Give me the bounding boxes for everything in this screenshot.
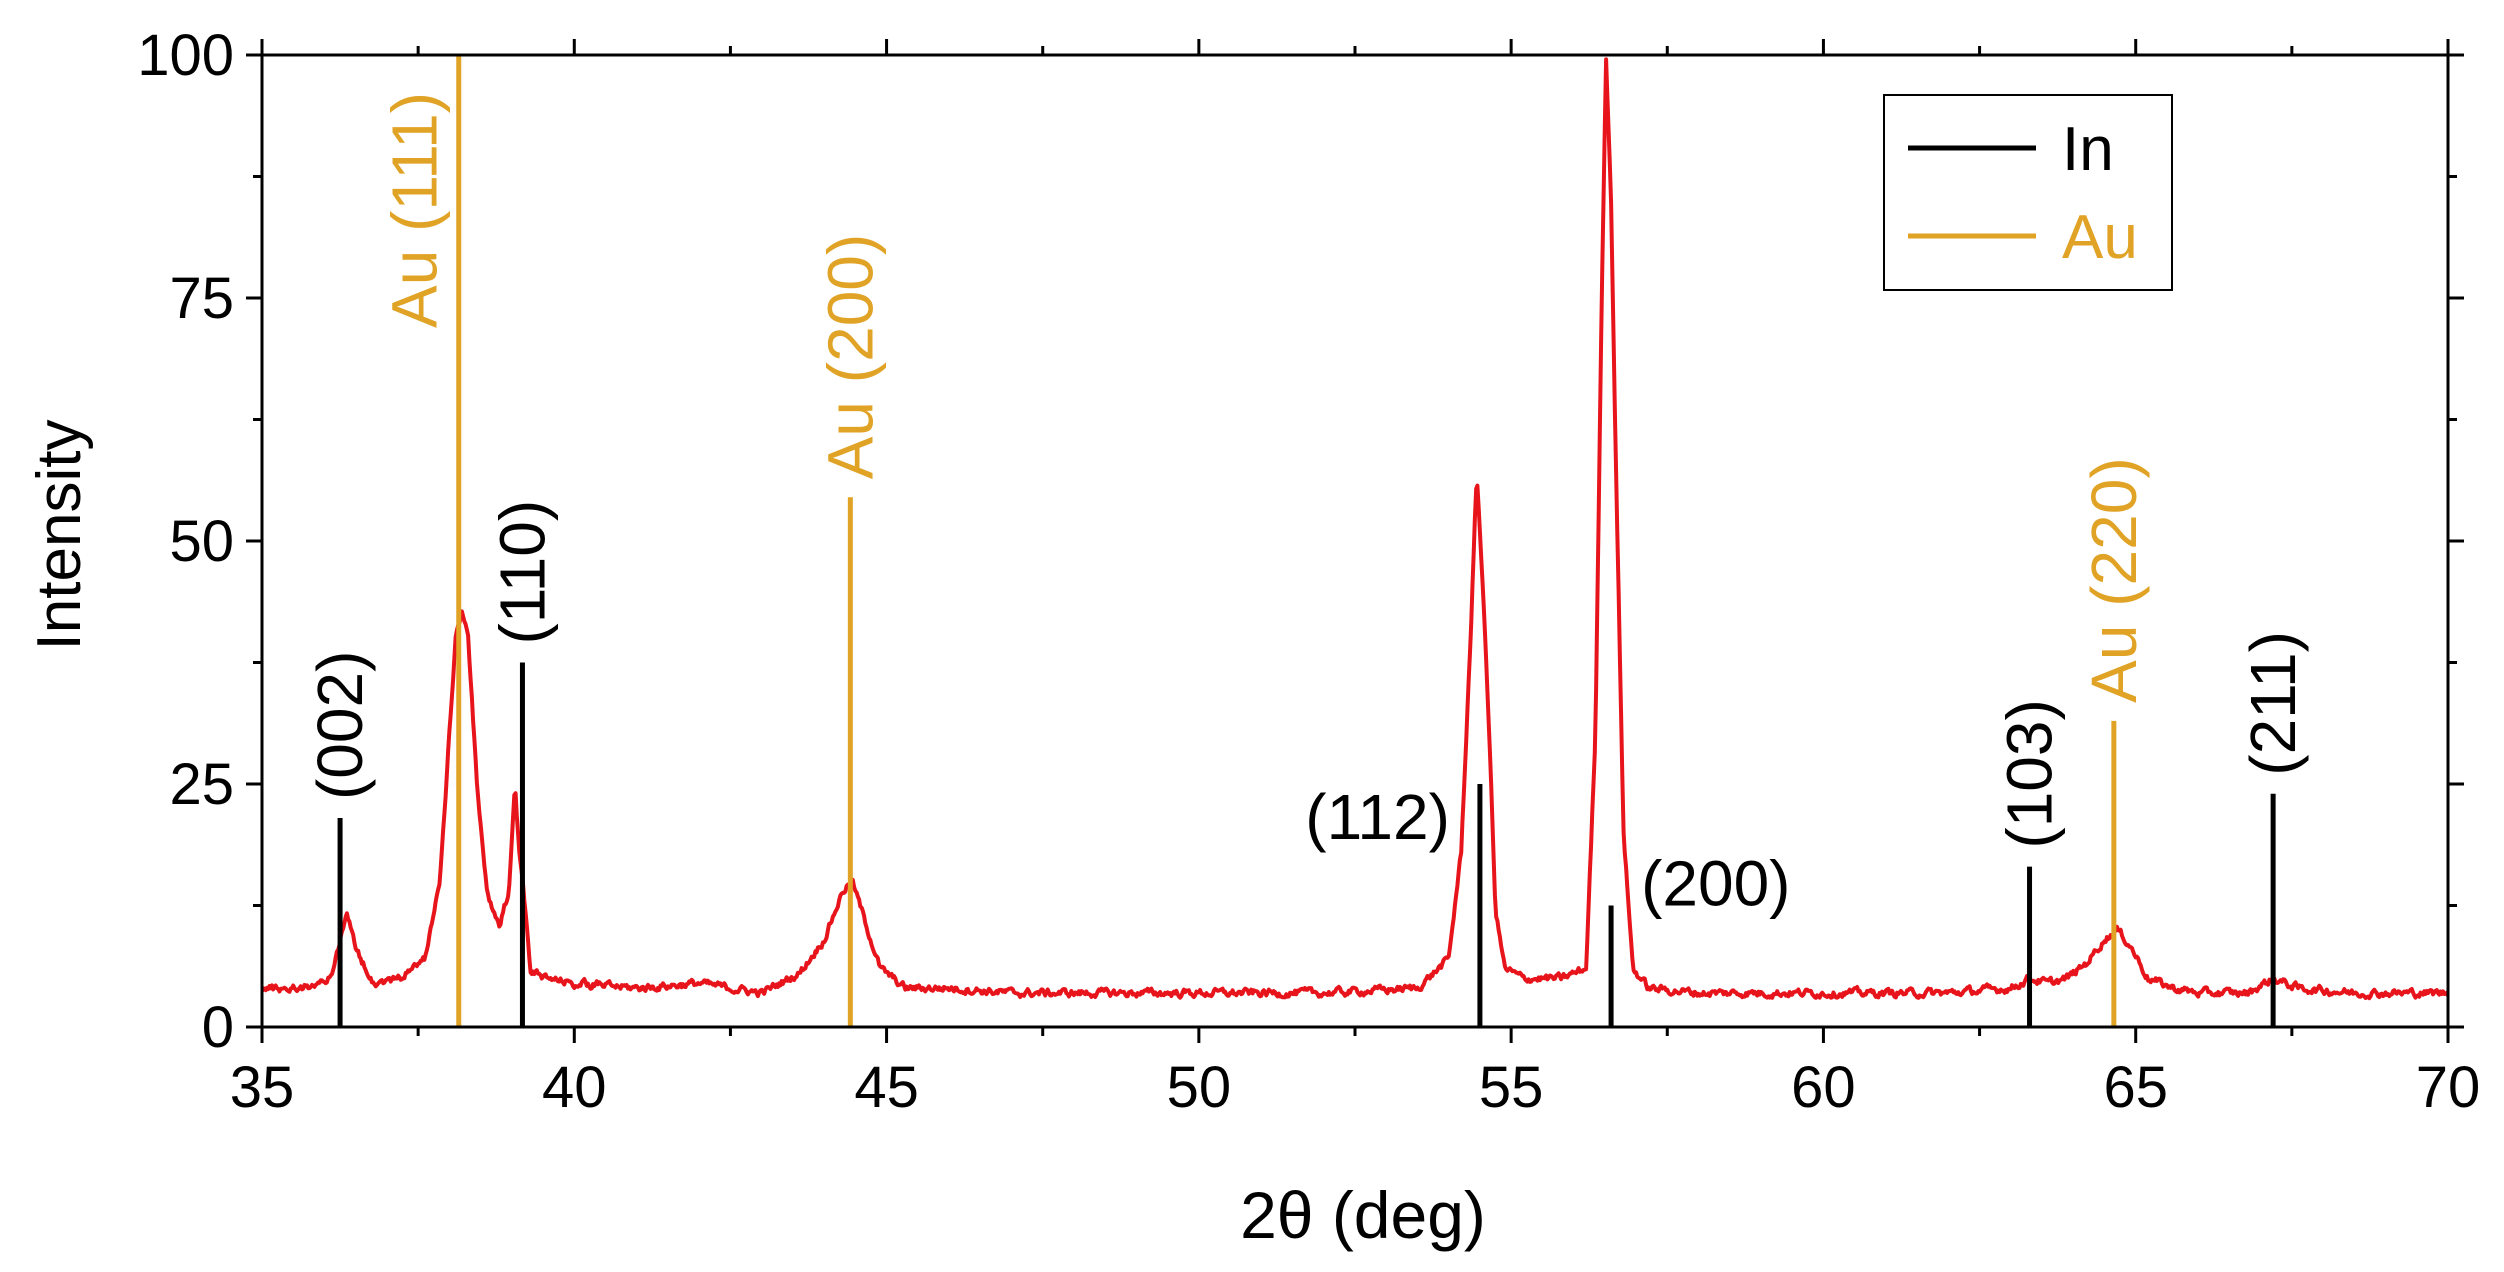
x-tick-label: 70	[2416, 1055, 2481, 1120]
peak-label-in-5: (211)	[2237, 631, 2309, 776]
x-tick-label: 50	[1167, 1055, 1232, 1120]
legend-in-label: In	[2062, 115, 2114, 184]
y-tick-label: 100	[137, 23, 234, 88]
peak-label-in-1: (110)	[486, 500, 558, 645]
peak-label-au-1: Au (200)	[814, 234, 886, 479]
peak-label-in-4: (103)	[1994, 699, 2066, 848]
x-tick-label: 40	[542, 1055, 607, 1120]
y-axis-title: Intensity	[25, 420, 94, 651]
y-tick-label: 0	[202, 995, 234, 1060]
x-axis-title: 2θ (deg)	[1240, 1178, 1486, 1252]
x-tick-label: 55	[1479, 1055, 1544, 1120]
peak-label-in-2: (112)	[1305, 781, 1450, 853]
legend-au-label: Au	[2062, 203, 2138, 272]
peak-label-in-0: (002)	[304, 651, 376, 800]
x-tick-label: 35	[230, 1055, 295, 1120]
legend-box	[1883, 94, 2173, 291]
y-tick-label: 75	[169, 266, 234, 331]
x-tick-label: 60	[1791, 1055, 1856, 1120]
y-tick-label: 50	[169, 509, 234, 574]
pattern-line	[262, 57, 2448, 1001]
plot-layer: (002) (110) (112) (200) (103) (211) Au (111) Au…	[262, 55, 2448, 1027]
peak-label-au-0: Au (111)	[379, 92, 451, 328]
peak-label-au-2: Au (220)	[2078, 457, 2150, 702]
legend: In Au	[1883, 94, 2173, 291]
x-tick-label: 45	[854, 1055, 919, 1120]
peak-label-in-3: (200)	[1641, 848, 1790, 920]
axes-layer: 35 40 45 50 55 60 65 70 0 25 50 75 100	[137, 23, 2480, 1120]
x-tick-label: 65	[2103, 1055, 2168, 1120]
y-tick-label: 25	[169, 752, 234, 817]
